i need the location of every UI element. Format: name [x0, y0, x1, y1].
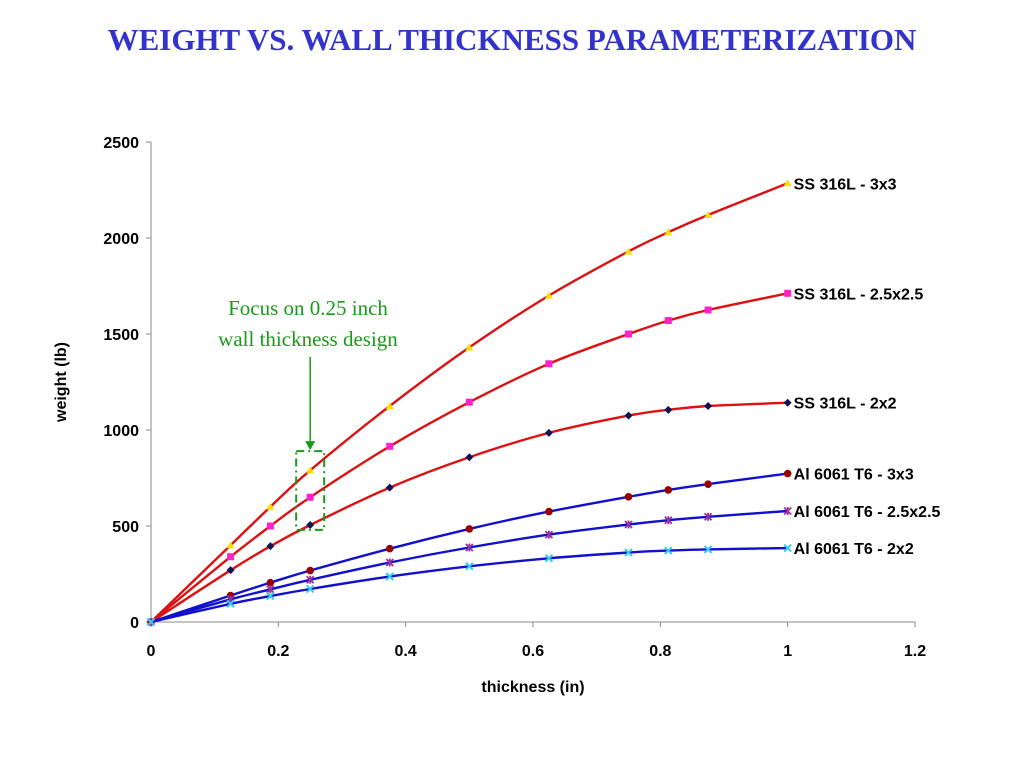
x-tick-label: 0.8	[649, 643, 671, 660]
data-point	[545, 360, 553, 368]
series-label: SS 316L - 3x3	[794, 176, 897, 193]
data-point	[664, 516, 673, 525]
data-point	[386, 442, 394, 450]
data-point	[465, 398, 473, 406]
data-point	[544, 554, 554, 563]
x-tick-label: 1	[783, 643, 792, 660]
data-point	[266, 502, 275, 510]
data-point	[227, 553, 235, 561]
data-point	[306, 566, 314, 575]
series-al-6061-t6-2-5x2-5	[146, 506, 792, 627]
data-point	[306, 466, 315, 474]
data-point	[385, 572, 394, 581]
series-label: SS 316L - 2.5x2.5	[794, 286, 924, 303]
data-point	[624, 520, 633, 529]
y-axis-title: weight (lb)	[53, 342, 70, 423]
data-point	[226, 541, 235, 549]
data-point	[664, 228, 673, 236]
data-point	[664, 546, 673, 555]
series-label: Al 6061 T6 - 2x2	[794, 541, 914, 558]
series-labels: SS 316L - 3x3 SS 316L - 2.5x2.5 SS 316L - …	[794, 176, 941, 558]
data-point	[385, 558, 394, 567]
y-tick-label: 2000	[103, 231, 139, 248]
data-point	[664, 405, 673, 414]
annotation-arrow-head	[305, 441, 316, 451]
data-point	[385, 544, 394, 553]
data-point	[146, 617, 156, 627]
data-point	[783, 469, 792, 478]
data-point	[783, 398, 792, 407]
series-label: SS 316L - 2x2	[794, 396, 897, 413]
data-point	[266, 591, 275, 601]
y-tick-label: 0	[130, 615, 139, 632]
data-point	[465, 343, 474, 351]
data-point	[465, 562, 474, 571]
data-point	[266, 542, 275, 551]
annotation: Focus on 0.25 inch wall thickness design	[218, 296, 398, 531]
data-point	[704, 402, 713, 410]
x-tick-label: 0.6	[522, 643, 544, 660]
data-point	[784, 289, 792, 297]
data-point	[703, 512, 713, 521]
data-point	[783, 543, 792, 553]
x-tick-label: 0.4	[395, 643, 417, 660]
data-point	[783, 179, 792, 187]
data-point	[625, 330, 632, 338]
y-tick-label: 500	[112, 519, 139, 536]
data-point	[306, 493, 314, 501]
data-point	[306, 521, 315, 530]
data-point	[544, 530, 554, 539]
data-point	[544, 428, 553, 437]
data-point	[465, 525, 474, 533]
data-point	[266, 522, 274, 530]
data-point	[544, 291, 553, 299]
data-point	[703, 545, 713, 554]
data-point	[305, 584, 315, 594]
chart-series	[146, 179, 792, 627]
series-al-6061-t6-2x2	[146, 543, 792, 627]
x-tick-label: 1.2	[904, 643, 926, 660]
data-point	[624, 548, 633, 557]
data-point	[783, 506, 792, 516]
x-tick-label: 0.2	[267, 643, 289, 660]
chart-axes: 0 500 1000 1500 2000 2500 0 0.2 0.4 0.6 0.8 1 1.2	[103, 135, 926, 660]
data-point	[664, 317, 672, 325]
annotation-line-1: Focus on 0.25 inch	[228, 296, 388, 320]
data-point	[624, 493, 633, 501]
y-tick-label: 1500	[103, 327, 139, 344]
data-point	[226, 599, 235, 608]
data-point	[704, 306, 712, 314]
data-point	[385, 483, 394, 492]
data-point	[385, 402, 394, 409]
data-point	[664, 486, 673, 494]
data-point	[465, 453, 474, 462]
data-point	[226, 566, 235, 575]
data-point	[704, 480, 712, 488]
series-ss-316l-2-5x2-5	[147, 289, 792, 626]
data-point	[704, 210, 713, 218]
data-point	[545, 507, 553, 516]
data-point	[266, 585, 275, 594]
data-point	[465, 543, 474, 552]
page-title: WEIGHT VS. WALL THICKNESS PARAMETERIZATI…	[107, 22, 917, 57]
series-label: Al 6061 T6 - 2.5x2.5	[794, 504, 941, 521]
data-point	[266, 578, 275, 587]
y-tick-label: 2500	[103, 135, 139, 152]
focus-box	[295, 450, 326, 531]
data-point	[624, 411, 633, 420]
x-axis-title: thickness (in)	[481, 679, 584, 696]
annotation-line-2: wall thickness design	[218, 327, 398, 351]
x-tick-label: 0	[147, 643, 156, 660]
y-tick-label: 1000	[103, 423, 139, 440]
series-ss-316l-3x3	[147, 179, 792, 625]
series-label: Al 6061 T6 - 3x3	[794, 467, 914, 484]
data-point	[306, 575, 315, 584]
data-point	[624, 247, 633, 255]
series-ss-316l-2x2	[147, 398, 792, 626]
